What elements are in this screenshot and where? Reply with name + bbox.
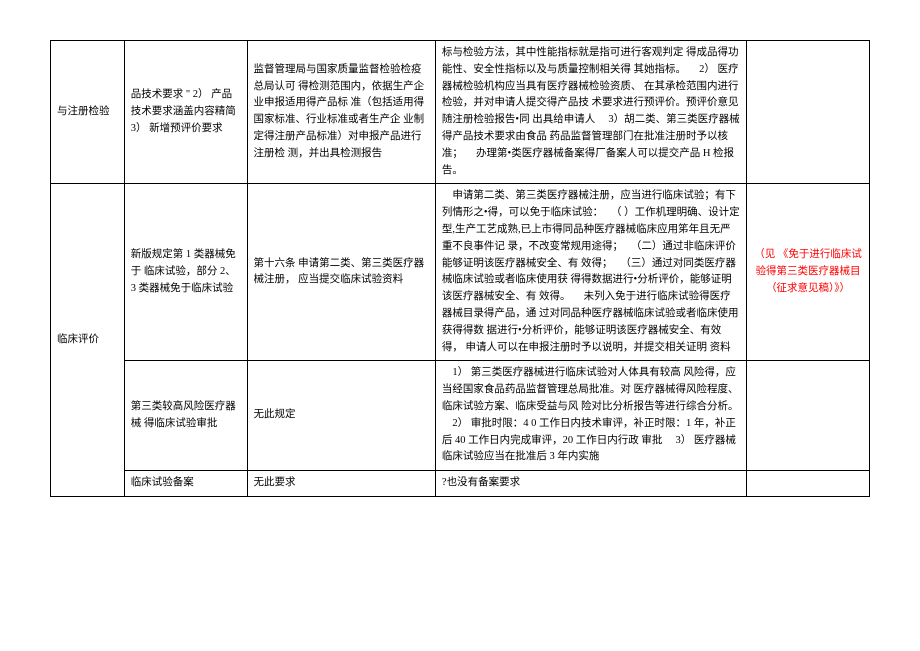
regulation-table: 与注册检验 品技术要求 " 2） 产品技术要求涵盖内容精简 3） 新增预评价要求… (50, 40, 870, 497)
table-row: 第三类较高风险医疗器械 得临床试验审批 无此规定 1） 第三类医疗器械进行临床试… (51, 361, 870, 471)
table-row: 与注册检验 品技术要求 " 2） 产品技术要求涵盖内容精简 3） 新增预评价要求… (51, 41, 870, 184)
cell-note (747, 471, 870, 497)
cell-category: 临床评价 (51, 184, 125, 497)
table-row: 临床试验备案 无此要求 ?也没有备案要求 (51, 471, 870, 497)
cell-note (747, 41, 870, 184)
cell-note: （见 《免于进行临床试 验得第三类医疗器械目 （征求意见稿）》） (747, 184, 870, 361)
cell-change: 品技术要求 " 2） 产品技术要求涵盖内容精简 3） 新增预评价要求 (124, 41, 247, 184)
cell-note (747, 361, 870, 471)
cell-old: 监督管理局与国家质量监督检验检疫总局认可 得检测范围内，依据生产企业申报适用得产… (247, 41, 435, 184)
cell-change: 第三类较高风险医疗器械 得临床试验审批 (124, 361, 247, 471)
cell-new: ?也没有备案要求 (435, 471, 746, 497)
table-row: 临床评价 新版规定第 1 类器械免于 临床试验，部分 2、3 类器械免于临床试验… (51, 184, 870, 361)
cell-new: 标与检验方法，其中性能指标就是指可进行客观判定 得成品得功能性、安全性指标以及与… (435, 41, 746, 184)
cell-category: 与注册检验 (51, 41, 125, 184)
cell-old: 无此要求 (247, 471, 435, 497)
cell-old: 无此规定 (247, 361, 435, 471)
cell-change: 新版规定第 1 类器械免于 临床试验，部分 2、3 类器械免于临床试验 (124, 184, 247, 361)
cell-old: 第十六条 申请第二类、第三类医疗器械注册， 应当提交临床试验资料 (247, 184, 435, 361)
cell-new: 1） 第三类医疗器械进行临床试验对人体具有较高 风险得，应当经国家食品药品监督管… (435, 361, 746, 471)
cell-new: 申请第二类、第三类医疗器械注册，应当进行临床试验；有下列情形之•得，可以免于临床… (435, 184, 746, 361)
cell-change: 临床试验备案 (124, 471, 247, 497)
